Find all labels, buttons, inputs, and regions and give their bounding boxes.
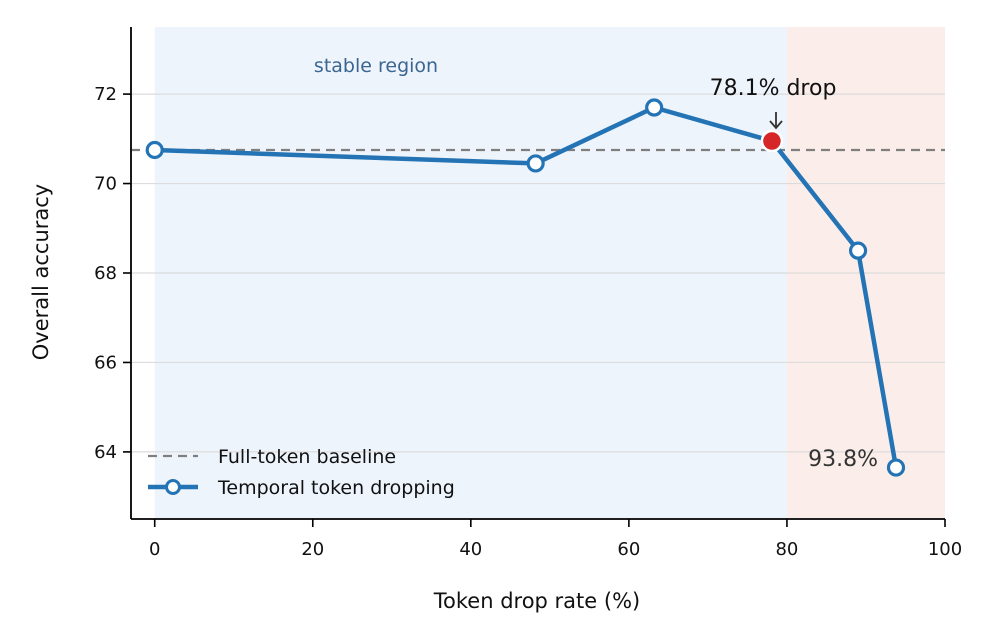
y-tick-label-72: 72 bbox=[94, 84, 117, 105]
x-tick-label-100: 100 bbox=[928, 539, 962, 560]
legend: Full-token baseline Temporal token droppi… bbox=[148, 446, 455, 499]
y-tick-label-66: 66 bbox=[94, 352, 117, 373]
legend-series-swatch-marker bbox=[165, 479, 181, 495]
y-tick-label-64: 64 bbox=[94, 442, 117, 463]
data-point-0 bbox=[145, 140, 164, 160]
annotations-layer: 78.1% drop 93.8% bbox=[710, 76, 878, 472]
y-tick-label-70: 70 bbox=[94, 174, 117, 195]
data-point-5 bbox=[886, 458, 906, 477]
highlight-point bbox=[760, 129, 784, 153]
data-point-2 bbox=[645, 98, 664, 117]
annotation-drop-label: 78.1% drop bbox=[710, 76, 837, 101]
gridlines-layer bbox=[131, 93, 945, 453]
y-tick-label-68: 68 bbox=[94, 263, 117, 284]
region-label: stable region bbox=[314, 55, 438, 77]
x-tick-label-40: 40 bbox=[459, 539, 482, 560]
annotation-arrow-head bbox=[769, 120, 783, 130]
y-axis-label: Overall accuracy bbox=[29, 184, 53, 360]
series-line-0 bbox=[152, 105, 899, 470]
x-tick-label-0: 0 bbox=[149, 539, 160, 560]
axes-layer: 0 20 40 60 80 100 64 66 68 70 72 bbox=[94, 27, 962, 560]
x-tick-label-60: 60 bbox=[617, 539, 640, 560]
legend-baseline-label: Full-token baseline bbox=[218, 446, 396, 468]
x-axis-label: Token drop rate (%) bbox=[433, 589, 640, 613]
legend-series-label: Temporal token dropping bbox=[217, 477, 455, 499]
series-layer bbox=[145, 98, 906, 477]
data-point-1 bbox=[526, 154, 545, 173]
data-point-4 bbox=[848, 241, 868, 260]
x-tick-label-20: 20 bbox=[301, 539, 324, 560]
x-tick-label-80: 80 bbox=[775, 539, 798, 560]
annotation-end-label: 93.8% bbox=[808, 447, 878, 472]
